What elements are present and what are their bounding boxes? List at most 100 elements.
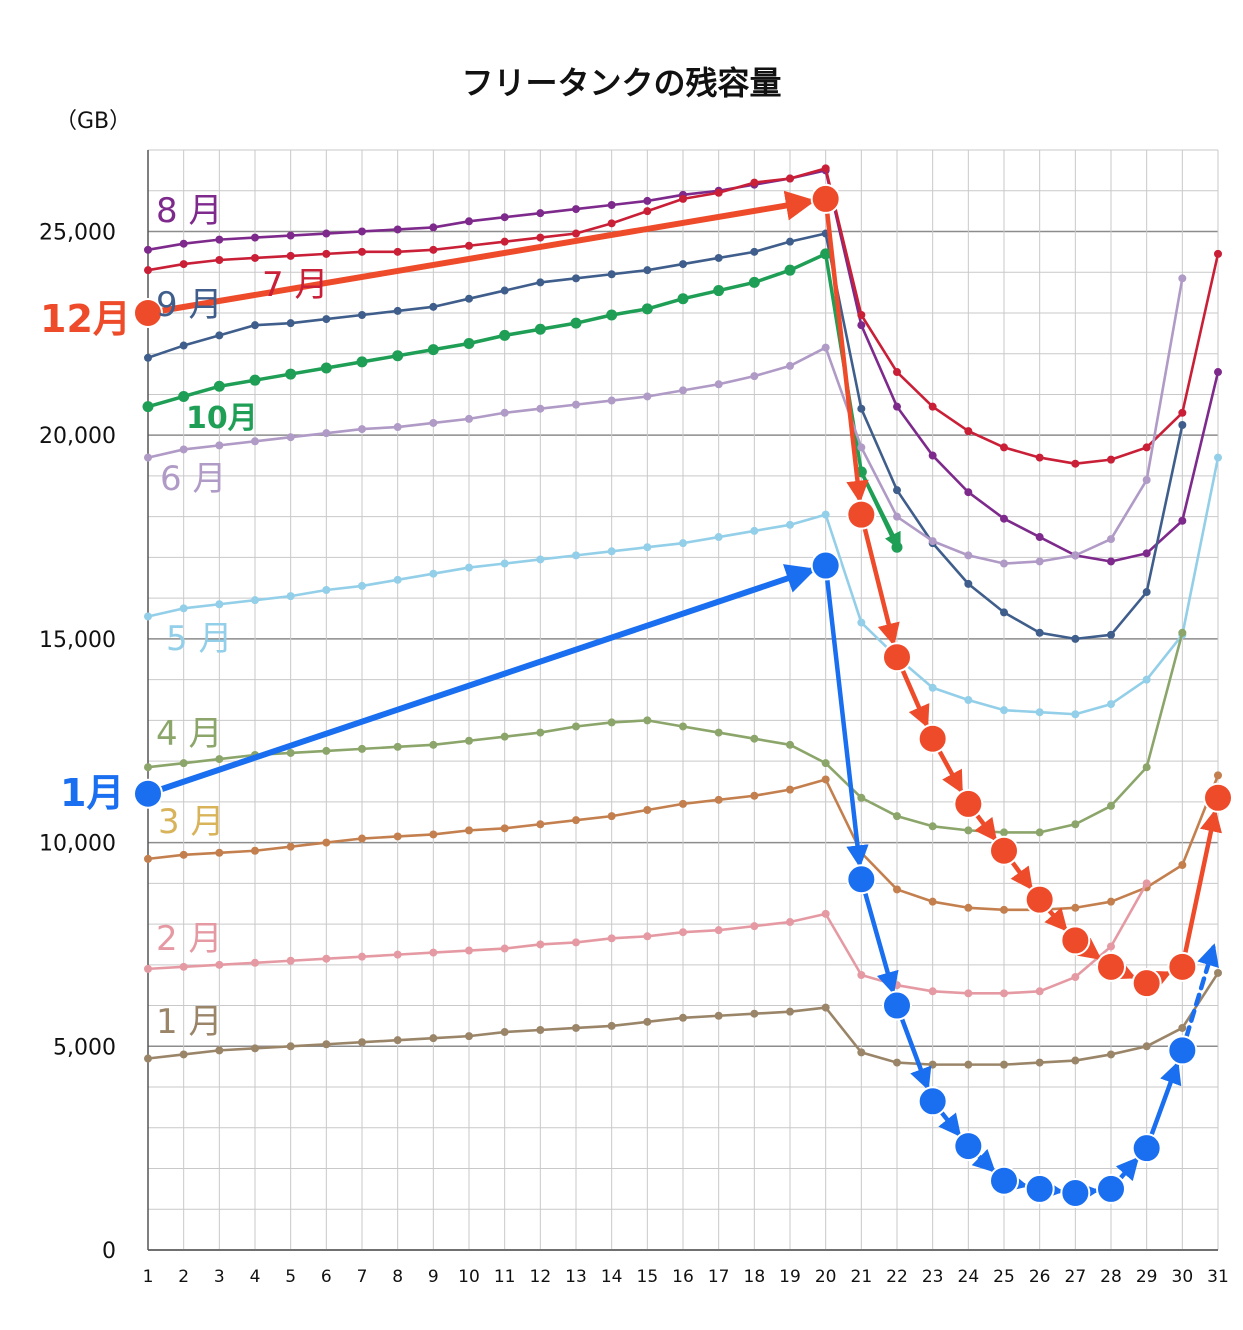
annotation-marker — [133, 778, 163, 809]
data-point — [679, 722, 687, 731]
data-point — [964, 427, 973, 436]
data-point — [393, 832, 402, 841]
data-point — [714, 380, 723, 389]
data-point — [1000, 905, 1008, 914]
data-point — [857, 618, 866, 627]
annotation-december — [133, 183, 1233, 999]
data-point — [821, 775, 830, 784]
data-point — [643, 207, 652, 216]
series-label: 12月 — [40, 297, 131, 341]
data-point — [1214, 368, 1222, 377]
data-point — [572, 722, 580, 731]
data-point — [1035, 533, 1044, 542]
x-tick-label: 16 — [672, 1267, 694, 1287]
data-point — [1107, 1050, 1115, 1059]
x-tick-label: 18 — [744, 1267, 766, 1287]
data-point — [429, 302, 438, 311]
data-point — [286, 842, 295, 851]
data-point — [215, 331, 224, 340]
annotation-arrow — [862, 525, 900, 647]
annotation-marker — [846, 864, 877, 895]
data-point — [358, 581, 366, 590]
x-tick-label: 29 — [1136, 1267, 1158, 1287]
data-point — [820, 248, 832, 260]
data-point — [393, 742, 402, 751]
annotation-january — [133, 550, 1219, 1208]
x-tick-label: 30 — [1172, 1267, 1194, 1287]
annotation-arrow — [1149, 1061, 1182, 1138]
data-point — [964, 551, 973, 560]
annotation-arrow — [1076, 937, 1102, 960]
series-label: 10月 — [186, 401, 258, 436]
series-label: 1月 — [60, 771, 124, 815]
data-point — [142, 401, 154, 413]
data-point — [1071, 634, 1080, 643]
data-point — [1107, 897, 1115, 906]
data-point — [643, 806, 652, 814]
y-axis-unit-label: （GB） — [55, 109, 132, 134]
data-point — [251, 253, 259, 262]
data-point — [679, 539, 687, 548]
data-point — [1107, 535, 1115, 544]
annotation-arrow — [899, 1016, 932, 1091]
data-point — [928, 537, 937, 546]
data-point — [179, 962, 188, 971]
data-point — [572, 816, 580, 825]
data-point — [500, 824, 509, 833]
data-point — [358, 952, 366, 961]
data-point — [1035, 708, 1044, 717]
series-label: 3 月 — [158, 802, 224, 842]
annotation-marker — [1203, 782, 1233, 813]
data-point — [179, 445, 188, 454]
annotation-marker — [810, 183, 841, 214]
data-point — [821, 909, 830, 918]
data-point — [893, 486, 901, 495]
data-point — [928, 822, 937, 831]
data-point — [465, 563, 473, 572]
annotation-marker — [1060, 1177, 1091, 1208]
series-9 — [144, 879, 1151, 998]
data-point — [786, 918, 794, 927]
data-point — [713, 285, 725, 297]
data-point — [1142, 763, 1151, 772]
data-point — [572, 400, 580, 409]
data-point — [714, 728, 723, 737]
data-point — [465, 414, 473, 423]
data-point — [358, 227, 366, 236]
data-point — [1071, 820, 1080, 829]
data-point — [786, 740, 794, 749]
data-point — [786, 1007, 794, 1016]
data-point — [251, 233, 259, 242]
data-point — [536, 404, 545, 413]
x-tick-label: 2 — [178, 1267, 189, 1287]
data-point — [572, 551, 580, 560]
annotation-marker — [1096, 951, 1126, 982]
data-point — [964, 826, 973, 835]
data-point — [964, 696, 973, 704]
data-point — [928, 897, 937, 906]
data-point — [748, 276, 760, 288]
series-label: 1 月 — [156, 1002, 222, 1042]
data-point — [607, 718, 616, 727]
data-point — [1000, 514, 1008, 523]
data-point — [1107, 942, 1115, 951]
data-point — [286, 956, 295, 965]
data-point — [393, 247, 402, 256]
data-point — [572, 1023, 580, 1032]
data-point — [750, 734, 759, 743]
data-point — [286, 748, 295, 757]
data-point — [1142, 443, 1151, 452]
x-tick-label: 14 — [601, 1267, 623, 1287]
data-point — [179, 759, 188, 768]
x-tick-label: 8 — [392, 1267, 403, 1287]
data-point — [964, 1060, 973, 1069]
x-tick-label: 17 — [708, 1267, 730, 1287]
annotation-marker — [846, 499, 877, 530]
series-line — [147, 278, 1184, 565]
data-point — [1214, 453, 1222, 462]
annotation-marker — [882, 642, 912, 673]
annotation-marker — [1024, 1173, 1055, 1204]
data-point — [677, 293, 689, 305]
data-point — [679, 1013, 687, 1022]
